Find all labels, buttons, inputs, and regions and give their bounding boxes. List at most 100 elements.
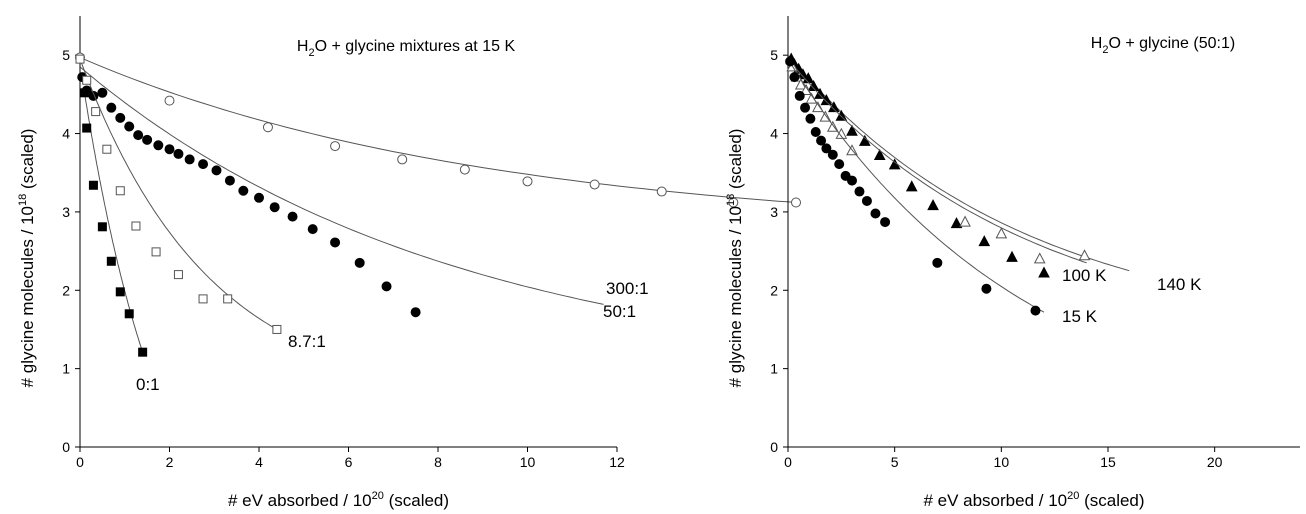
point-100 K <box>959 215 971 227</box>
x-tick-label: 10 <box>994 454 1010 470</box>
series-label-50:1: 50:1 <box>603 302 636 321</box>
point-140 K <box>978 235 991 247</box>
series-label-300:1: 300:1 <box>606 279 649 298</box>
series-8.7:1: 8.7:1 <box>75 54 326 351</box>
point-15 K <box>800 102 811 113</box>
point-300:1 <box>164 95 175 106</box>
y-tick-label: 2 <box>62 282 70 298</box>
fit-curve-50:1 <box>79 66 604 305</box>
point-8.7:1 <box>115 186 125 196</box>
point-0:1 <box>88 180 98 190</box>
x-tick-label: 6 <box>345 454 353 470</box>
series-0:1: 0:1 <box>79 88 160 394</box>
y-tick-label: 2 <box>770 282 778 298</box>
point-15 K <box>789 72 800 83</box>
point-100 K <box>1033 252 1046 264</box>
point-8.7:1 <box>223 294 233 304</box>
fit-curve-0:1 <box>84 92 144 353</box>
fit-curve-140 K <box>787 54 1130 272</box>
point-100 K <box>1078 249 1091 261</box>
x-tick-label: 5 <box>891 454 899 470</box>
point-15 K <box>870 208 881 219</box>
point-300:1 <box>330 141 341 152</box>
point-15 K <box>805 113 816 124</box>
point-50:1 <box>115 112 126 123</box>
point-300:1 <box>262 122 273 133</box>
fit-curve-8.7:1 <box>79 58 278 330</box>
point-140 K <box>873 148 886 160</box>
point-50:1 <box>173 148 184 159</box>
y-tick-label: 4 <box>62 126 70 142</box>
point-50:1 <box>381 281 392 292</box>
point-140 K <box>927 199 939 211</box>
point-300:1 <box>791 197 801 208</box>
y-tick-label: 1 <box>62 361 70 377</box>
point-8.7:1 <box>131 221 141 231</box>
point-0:1 <box>124 309 134 319</box>
point-140 K <box>1006 250 1018 262</box>
point-50:1 <box>254 192 264 203</box>
point-50:1 <box>106 102 117 113</box>
point-300:1 <box>459 164 470 175</box>
point-8.7:1 <box>75 54 85 64</box>
point-15 K <box>932 257 943 268</box>
point-50:1 <box>164 144 175 155</box>
point-8.7:1 <box>82 75 92 85</box>
y-axis-title: # glycine molecules / 1018 (scaled) <box>725 129 745 388</box>
point-140 K <box>1038 266 1050 278</box>
point-0:1 <box>97 222 107 232</box>
x-axis-title: # eV absorbed / 1020 (scaled) <box>923 490 1144 510</box>
point-140 K <box>905 180 918 192</box>
series-label-140 K: 140 K <box>1157 275 1202 294</box>
point-50:1 <box>269 202 280 213</box>
y-tick-label: 0 <box>770 439 778 455</box>
point-50:1 <box>211 165 222 176</box>
fit-curve-300:1 <box>79 57 797 203</box>
point-0:1 <box>138 347 148 357</box>
point-100 K <box>794 78 807 90</box>
series-label-0:1: 0:1 <box>136 375 160 394</box>
point-50:1 <box>124 121 135 132</box>
x-tick-label: 4 <box>255 454 263 470</box>
point-50:1 <box>184 154 195 165</box>
point-15 K <box>854 186 865 197</box>
point-50:1 <box>133 130 144 141</box>
point-50:1 <box>287 211 298 222</box>
point-300:1 <box>589 179 600 190</box>
point-15 K <box>880 217 891 228</box>
point-50:1 <box>410 307 421 318</box>
point-100 K <box>995 227 1008 239</box>
point-0:1 <box>106 256 116 266</box>
point-50:1 <box>97 87 108 98</box>
y-tick-label: 5 <box>770 47 778 63</box>
point-8.7:1 <box>272 324 282 334</box>
chart-panel-2: 0 5 10 15 20 0 1 2 3 4 5 # eV absorbed / 1020 (scal… <box>725 16 1300 510</box>
series-15 K: 15 K <box>785 56 1098 326</box>
point-300:1 <box>522 176 533 187</box>
fit-curve-15 K <box>787 58 1045 313</box>
x-tick-label: 0 <box>76 454 84 470</box>
x-tick-label: 10 <box>520 454 536 470</box>
y-tick-label: 4 <box>770 126 778 142</box>
series-label-15 K: 15 K <box>1062 307 1098 326</box>
series-label-8.7:1: 8.7:1 <box>288 332 326 351</box>
x-tick-label: 8 <box>434 454 442 470</box>
point-300:1 <box>728 197 739 208</box>
point-140 K <box>814 87 826 99</box>
x-axis-title: # eV absorbed / 1020 (scaled) <box>228 490 449 510</box>
point-15 K <box>810 126 821 137</box>
point-8.7:1 <box>91 107 101 117</box>
point-8.7:1 <box>151 247 161 257</box>
point-300:1 <box>397 154 408 165</box>
series-50:1: 50:1 <box>77 66 636 321</box>
panel-title: H2O + glycine mixtures at 15 K <box>297 38 516 59</box>
y-tick-label: 3 <box>62 204 70 220</box>
point-50:1 <box>198 159 209 170</box>
point-15 K <box>1030 305 1041 316</box>
point-15 K <box>861 195 872 206</box>
y-tick-label: 5 <box>62 47 70 63</box>
point-50:1 <box>354 257 365 268</box>
point-50:1 <box>238 185 249 196</box>
